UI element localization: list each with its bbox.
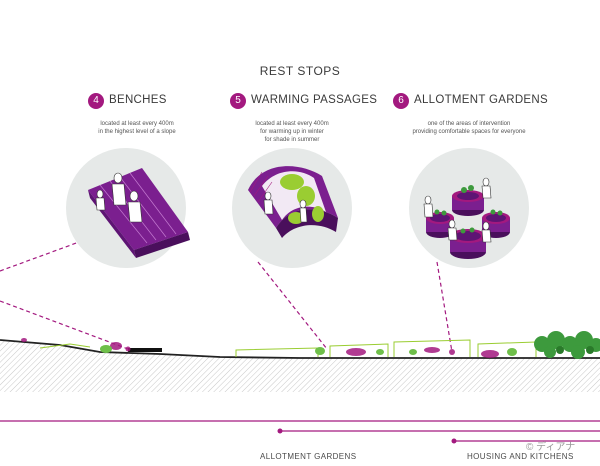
passage-illustration [248,166,338,238]
page-title: REST STOPS [259,64,341,78]
callout-line-benches-left [0,237,91,272]
stop-title-gardens: ALLOTMENT GARDENS [414,94,548,106]
stop-title-benches: BENCHES [109,94,167,106]
stop-title-passages: WARMING PASSAGES [251,94,378,106]
stop-number-badge: 5 [230,93,246,109]
copyright-watermark: © ディアナ [526,442,576,453]
garden-illustration [423,177,510,259]
label-allotment-gardens: ALLOTMENT GARDENS [260,452,357,461]
stop-description-gardens: one of the areas of intervention providi… [412,121,526,135]
stop-description-passages: located at least every 400m for warming … [255,121,329,143]
bench-illustration [88,168,190,258]
tree-cluster [534,331,600,359]
callout-line-benches-ground [0,300,129,350]
stop-number-badge: 6 [393,93,409,109]
stop-number-badge: 4 [88,93,104,109]
callout-line-gardens [436,261,453,353]
callout-lines [0,237,453,353]
stop-description-benches: located at least every 400m in the highe… [98,121,176,135]
timeline [0,420,600,444]
label-housing-kitchens: HOUSING AND KITCHENS [467,452,574,461]
terrain-section [0,331,600,392]
callout-line-passages [257,261,328,350]
